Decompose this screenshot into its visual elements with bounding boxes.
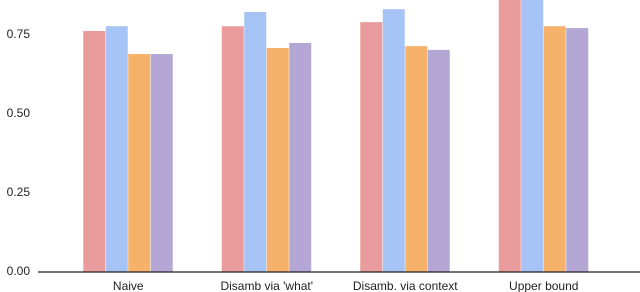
bar — [83, 30, 106, 272]
bar — [405, 46, 428, 272]
plot-area — [83, 0, 589, 272]
bar — [221, 26, 244, 272]
y-tick-label: 0.50 — [7, 106, 31, 120]
bar — [427, 49, 450, 272]
bar — [244, 12, 267, 272]
bar — [543, 26, 566, 272]
bar — [105, 26, 128, 272]
bar — [382, 9, 405, 272]
y-tick-label: 0.25 — [7, 185, 31, 199]
y-tick-label: 0.75 — [7, 27, 31, 41]
bar — [498, 0, 521, 272]
y-tick-label: 0.00 — [7, 264, 31, 278]
bar — [521, 0, 544, 272]
bar — [289, 42, 312, 272]
bar — [150, 54, 173, 272]
x-tick-label: Upper bound — [509, 279, 578, 292]
x-tick-label: Naive — [113, 279, 144, 292]
x-tick-label: Disamb. via context — [353, 279, 458, 292]
bar — [128, 54, 151, 272]
bar — [360, 22, 383, 272]
bar — [566, 28, 589, 272]
x-tick-label: Disamb via 'what' — [220, 279, 313, 292]
bar — [266, 48, 289, 272]
